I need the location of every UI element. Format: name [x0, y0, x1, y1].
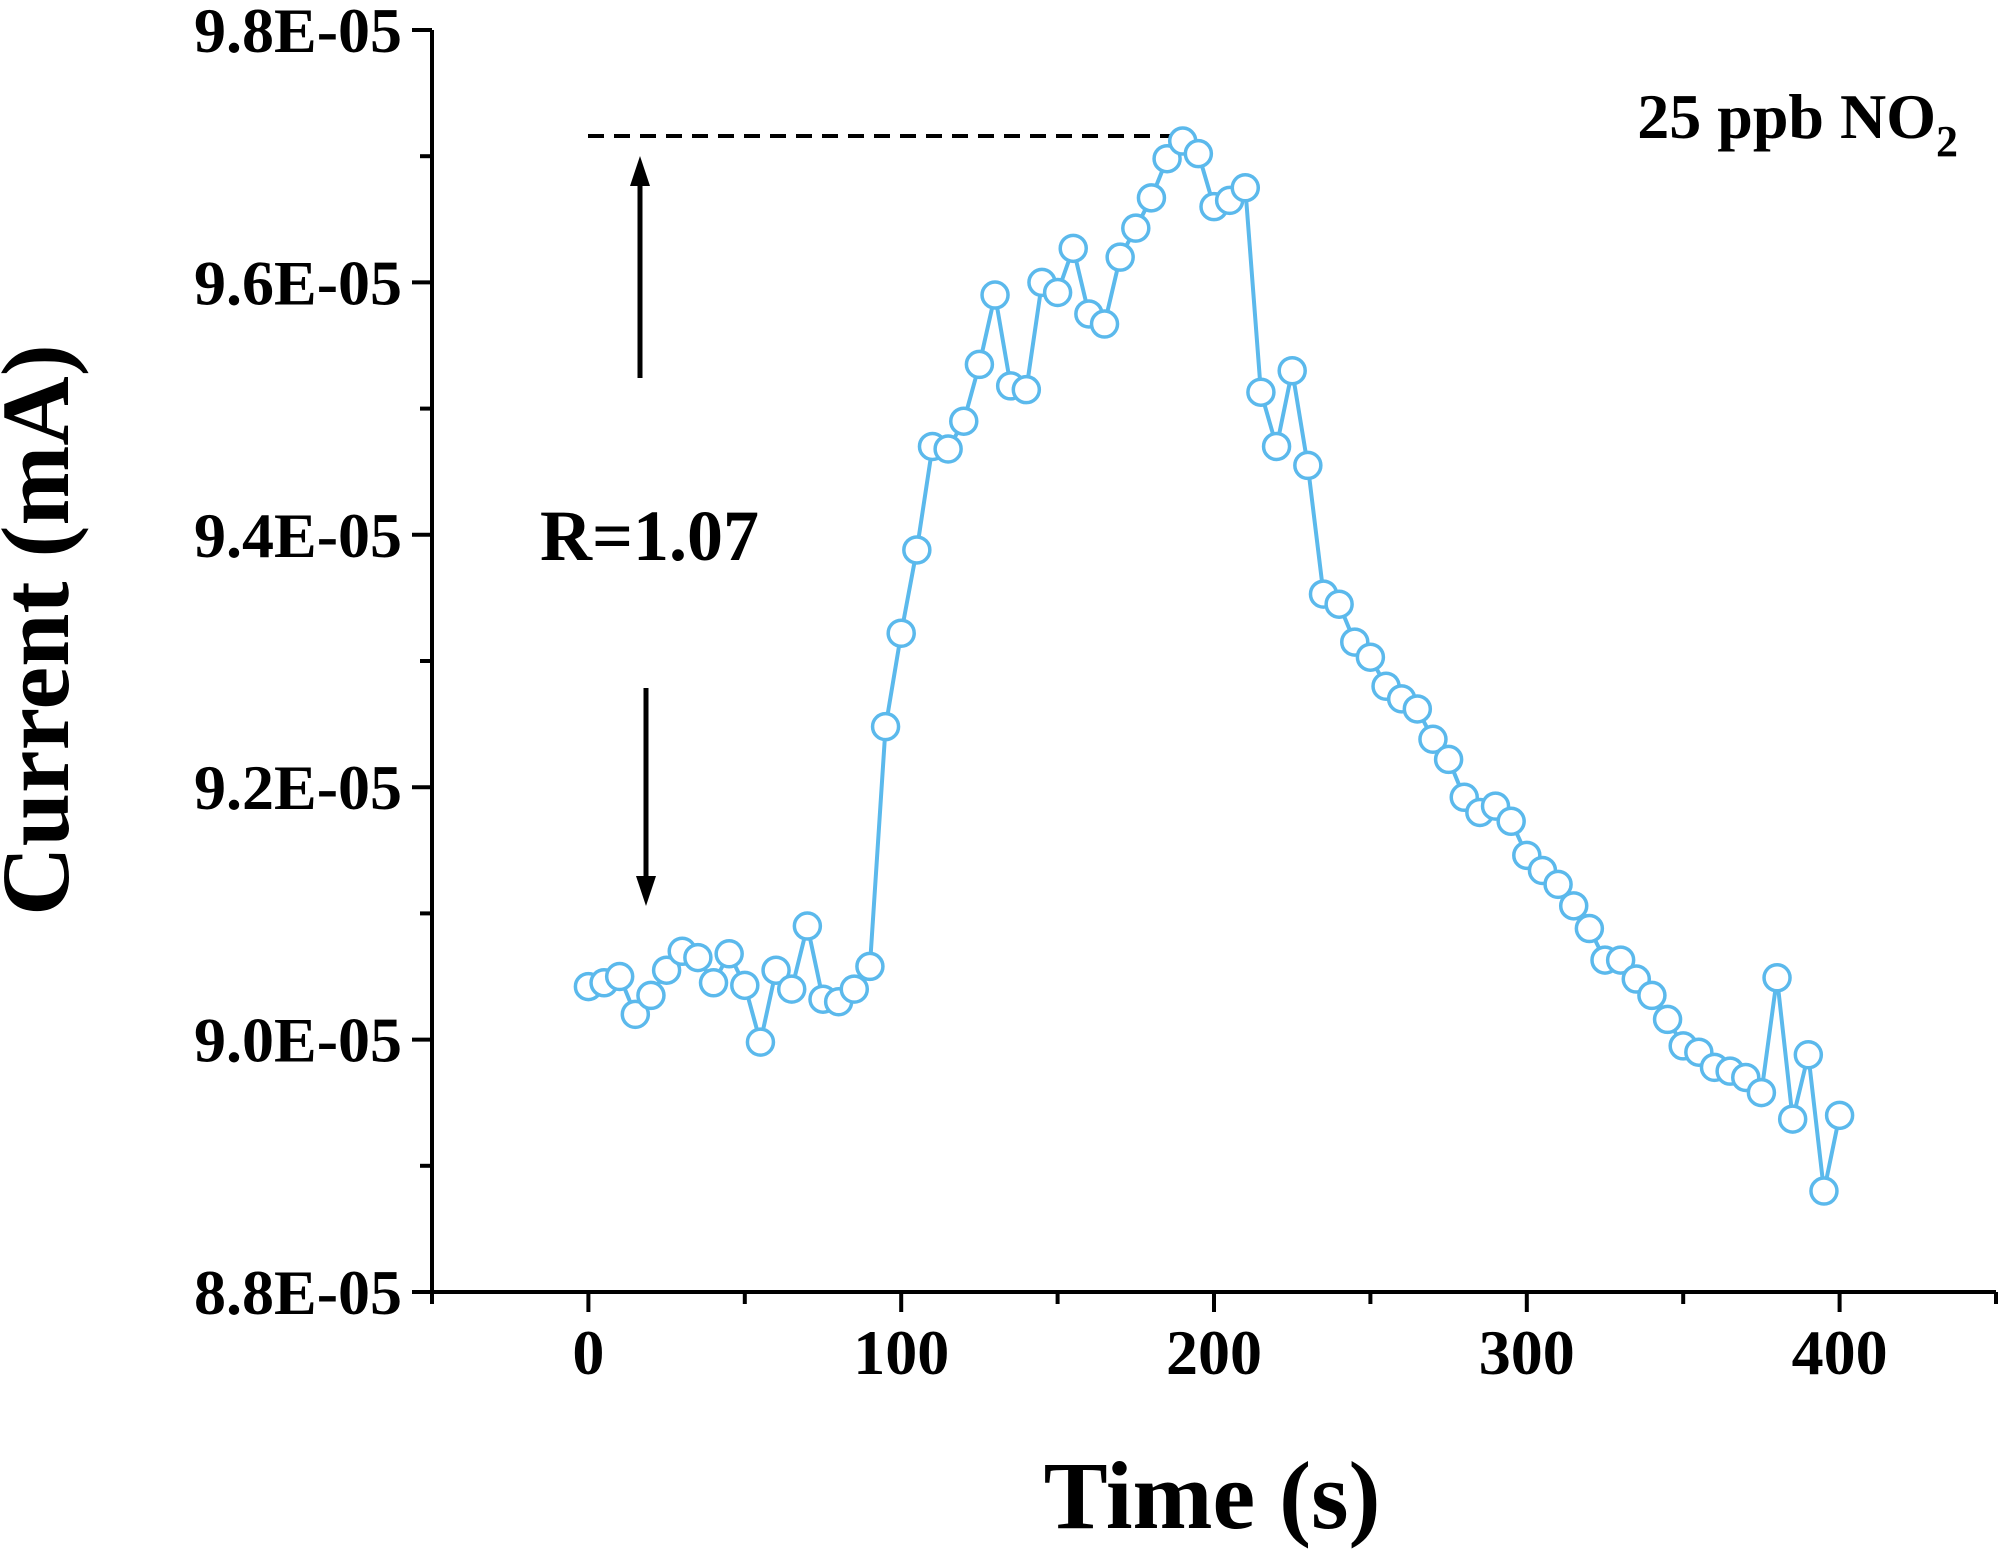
- response-label: R=1.07: [540, 496, 759, 576]
- x-tick-label: 0: [572, 1317, 604, 1388]
- data-point: [902, 535, 932, 565]
- data-point: [964, 349, 995, 380]
- data-point: [792, 911, 823, 941]
- data-point: [651, 955, 682, 985]
- data-point: [1011, 374, 1042, 405]
- gas-label-main: 25 ppb NO: [1637, 81, 1936, 152]
- data-point: [933, 434, 963, 464]
- data-point: [1136, 183, 1167, 213]
- data-point: [855, 951, 885, 982]
- annotations: [588, 134, 1188, 906]
- data-point: [776, 974, 807, 1004]
- data-point: [1762, 963, 1792, 993]
- data-point: [1121, 213, 1151, 243]
- data-point: [1746, 1077, 1777, 1108]
- data-point: [1089, 309, 1120, 339]
- data-point: [1777, 1104, 1808, 1134]
- y-tick-label: 9.6E-05: [194, 247, 402, 318]
- data-point: [1105, 242, 1135, 272]
- data-point: [1605, 945, 1636, 975]
- data-point: [1809, 1176, 1839, 1206]
- data-point: [745, 1027, 776, 1057]
- data-point: [1652, 1004, 1683, 1035]
- data-point: [1230, 173, 1261, 203]
- data-point: [1418, 724, 1448, 754]
- y-tick-label: 9.2E-05: [194, 752, 402, 823]
- data-point: [1183, 138, 1214, 169]
- x-tick-label: 100: [853, 1317, 949, 1388]
- data-point: [886, 618, 916, 648]
- data-point: [870, 711, 901, 742]
- x-tick-label: 400: [1792, 1317, 1888, 1388]
- y-tick-label: 9.4E-05: [194, 500, 402, 571]
- data-point: [1355, 642, 1386, 672]
- data-point: [683, 942, 713, 973]
- data-point: [604, 961, 635, 992]
- data-point: [980, 280, 1010, 310]
- data-point: [1042, 277, 1073, 308]
- data-point: [1293, 450, 1323, 481]
- data-point: [1246, 377, 1276, 407]
- data-point: [1543, 869, 1573, 900]
- data-point: [1793, 1039, 1824, 1070]
- up-arrow-head: [630, 156, 650, 186]
- series-layer: [573, 126, 1855, 1206]
- series-line: [587, 138, 1842, 1192]
- x-axis-title: Time (s): [1044, 1442, 1381, 1549]
- data-point: [949, 406, 979, 436]
- x-axis-ticks: 0 100 200 300 400: [430, 1292, 1998, 1388]
- down-arrow-head: [636, 876, 656, 906]
- data-point: [1058, 233, 1088, 264]
- data-point: [1261, 431, 1292, 462]
- data-point: [1558, 891, 1589, 921]
- data-point: [698, 968, 729, 998]
- gas-label-subscript: 2: [1936, 117, 1958, 166]
- y-axis-title: Current (mA): [0, 344, 89, 915]
- x-tick-label: 200: [1166, 1317, 1262, 1388]
- data-point: [1574, 913, 1605, 944]
- y-tick-label: 9.0E-05: [194, 1005, 402, 1076]
- y-tick-label: 8.8E-05: [194, 1257, 402, 1328]
- data-point: [620, 999, 651, 1030]
- data-point: [1824, 1100, 1855, 1131]
- data-point: [636, 980, 666, 1011]
- data-point: [1433, 744, 1464, 775]
- y-tick-label: 9.8E-05: [194, 0, 402, 66]
- data-point: [1496, 806, 1526, 837]
- data-point: [839, 974, 870, 1004]
- data-point: [1324, 589, 1354, 619]
- data-point: [761, 955, 791, 985]
- gas-label: 25 ppb NO2: [1637, 81, 1958, 166]
- data-point: [1637, 980, 1667, 1011]
- y-axis-ticks: 8.8E-05 9.0E-05 9.2E-05 9.4E-05 9.6E-05 9.8E-…: [194, 0, 432, 1328]
- data-point: [1277, 355, 1307, 386]
- data-point: [1402, 694, 1433, 724]
- x-tick-label: 300: [1479, 1317, 1575, 1388]
- data-point: [730, 970, 760, 1001]
- data-point: [714, 939, 744, 969]
